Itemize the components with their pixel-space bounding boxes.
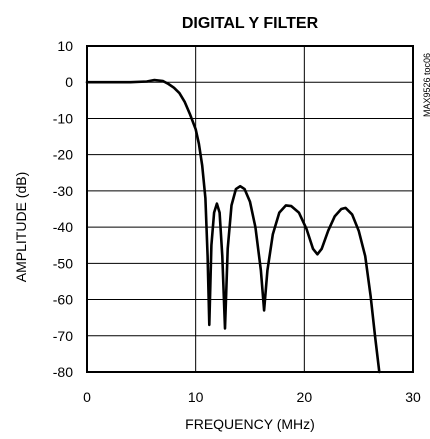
tick-labels: 10 0 -10 -20 -30 -40 -50 -60 -70 -80 0 10 20 30 <box>53 38 421 405</box>
chart-title: DIGITAL Y FILTER <box>182 15 319 32</box>
figure-code-label: MAX9526 toc06 <box>422 53 430 117</box>
x-tick-label: 0 <box>83 389 91 405</box>
x-tick-label: 20 <box>297 389 313 405</box>
y-tick-label: -40 <box>53 219 73 235</box>
y-tick-label: -60 <box>53 292 73 308</box>
y-axis-label: AMPLITUDE (dB) <box>13 172 29 282</box>
y-tick-label: -80 <box>53 364 73 380</box>
frequency-response-line <box>85 78 381 374</box>
y-tick-label: 0 <box>65 74 73 90</box>
y-tick-label: 10 <box>57 38 73 54</box>
x-tick-label: 10 <box>188 389 204 405</box>
y-tick-label: -20 <box>53 147 73 163</box>
y-tick-label: -30 <box>53 183 73 199</box>
y-tick-label: -10 <box>53 110 73 126</box>
plot-frame <box>86 45 414 373</box>
y-tick-label: -70 <box>53 328 73 344</box>
gridlines <box>87 46 413 372</box>
y-tick-label: -50 <box>53 255 73 271</box>
x-tick-label: 30 <box>405 389 421 405</box>
x-axis-label: FREQUENCY (MHz) <box>185 416 315 432</box>
